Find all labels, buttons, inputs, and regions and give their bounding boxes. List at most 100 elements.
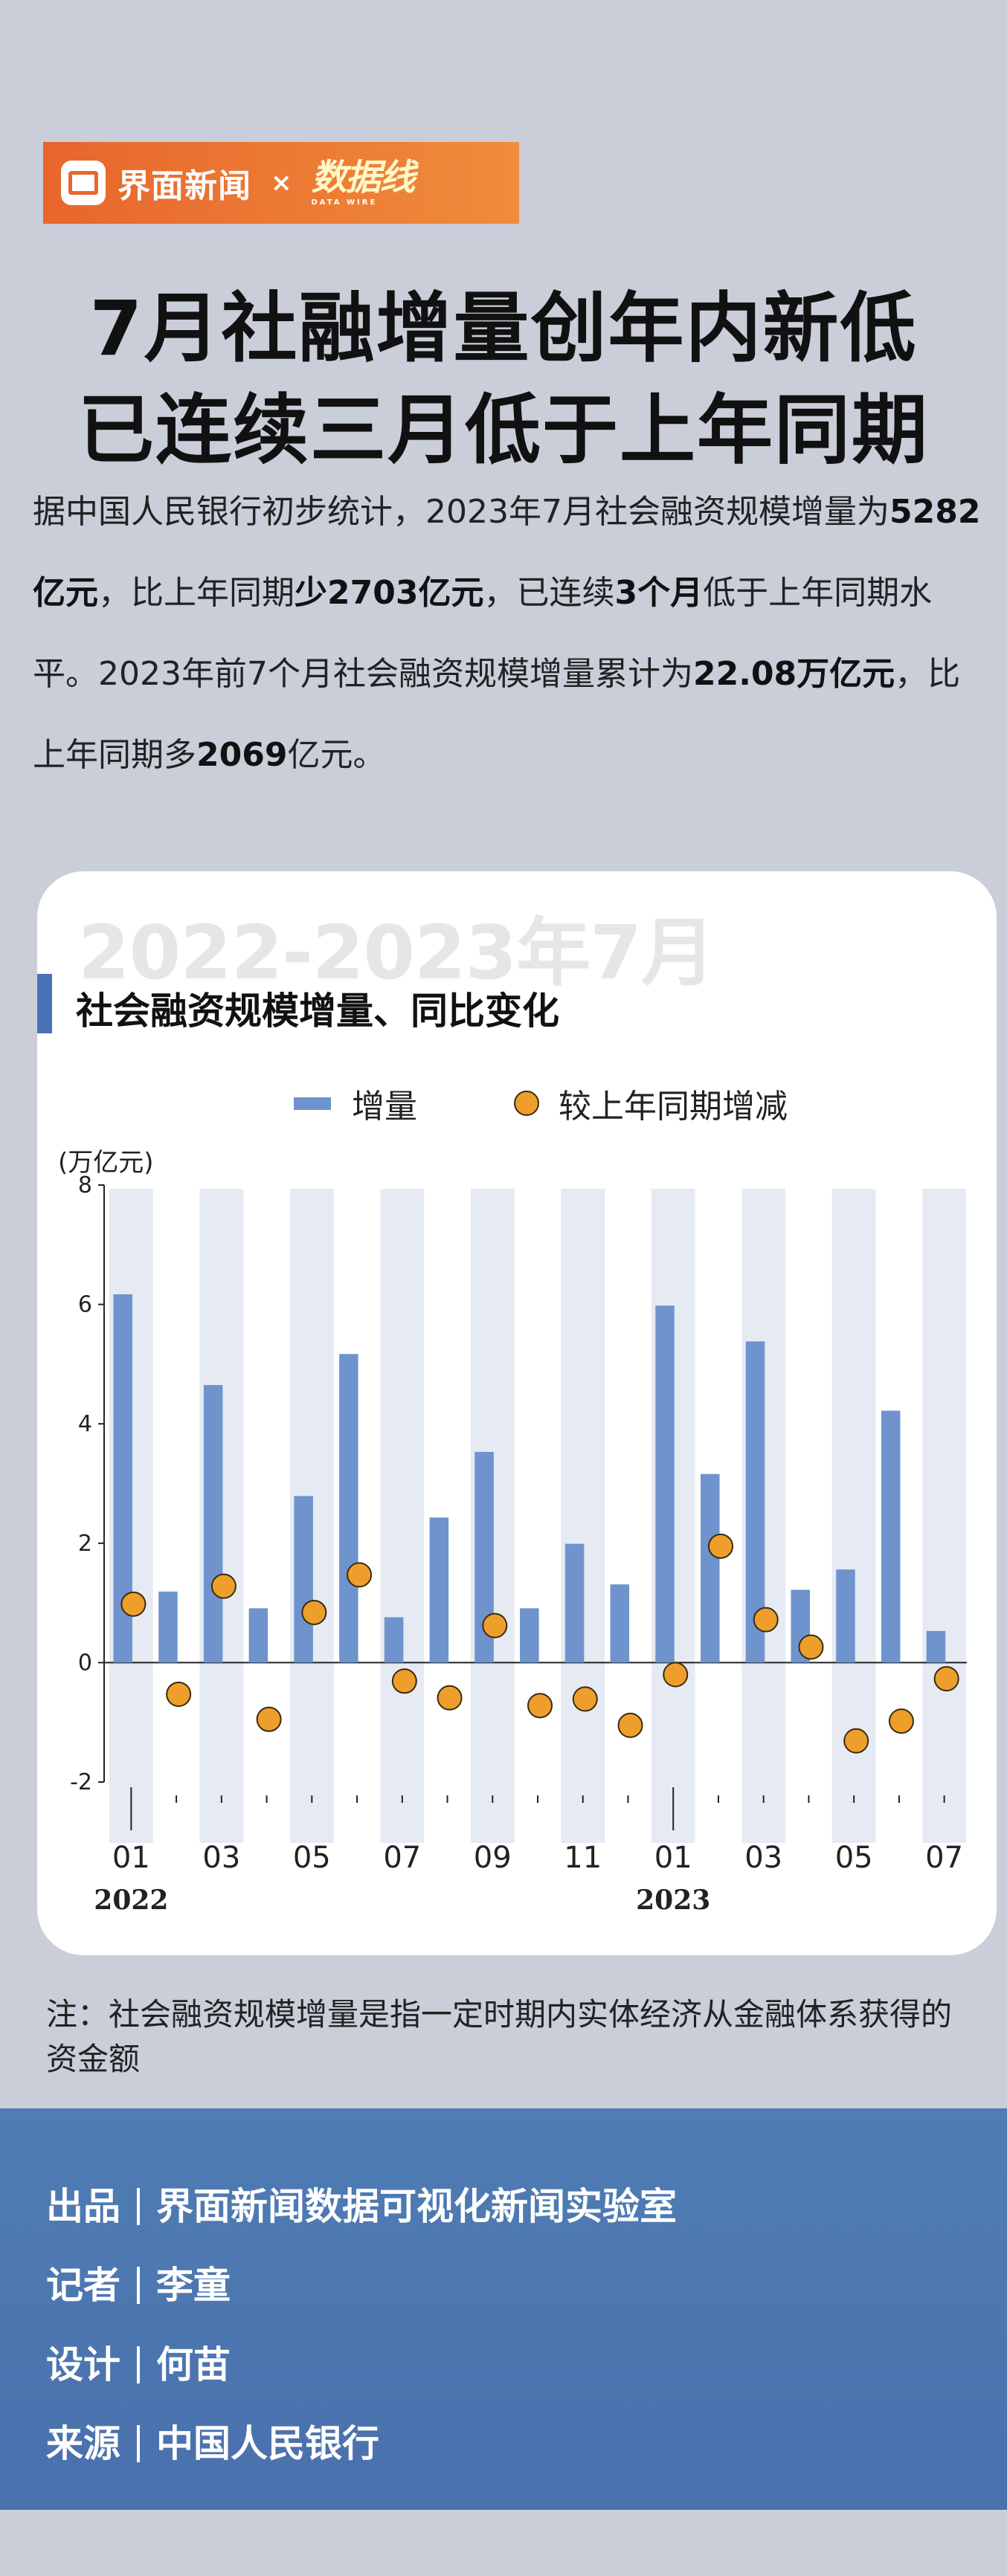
- bar-increment: [701, 1473, 720, 1663]
- brand-badge: 界面新闻 × 数据线 DATA WIRE: [43, 142, 519, 224]
- bar-increment: [836, 1569, 855, 1663]
- bar-increment: [564, 1543, 585, 1663]
- intro-text: ，比上年同期: [98, 574, 295, 612]
- credit-reporter: 记者 李童: [46, 2256, 231, 2309]
- legend-label-increment: 增量: [352, 1088, 417, 1126]
- credit-value: 中国人民银行: [156, 2422, 379, 2465]
- bar-increment: [926, 1630, 946, 1663]
- dot-yoy-change: [301, 1599, 327, 1625]
- bar-increment: [655, 1305, 675, 1663]
- x-tick-label: 05: [293, 1841, 331, 1875]
- period-watermark: 2022-2023年7月: [78, 909, 715, 996]
- credit-producer: 出品 界面新闻数据可视化新闻实验室: [46, 2177, 677, 2230]
- credit-value: 界面新闻数据可视化新闻实验室: [156, 2185, 677, 2228]
- credit-separator: [137, 2346, 140, 2383]
- headline-line-2: 已连续三月低于上年同期: [78, 387, 929, 475]
- y-tick-label: 8: [78, 1172, 92, 1198]
- column-band: [561, 1189, 605, 1843]
- legend-dot-swatch: [514, 1091, 539, 1116]
- x-tick-label: 11: [564, 1841, 602, 1875]
- chart-title: 社会融资规模增量、同比变化: [76, 990, 559, 1033]
- dot-yoy-change: [210, 1573, 237, 1599]
- credits-panel: 出品 界面新闻数据可视化新闻实验室 记者 李童 设计 何苗 来源 中国人民银行: [0, 2108, 1007, 2510]
- brand-connector: ×: [271, 168, 292, 198]
- bar-increment: [294, 1496, 313, 1663]
- x-tick-label: 09: [474, 1841, 512, 1875]
- dot-yoy-change: [753, 1607, 779, 1633]
- bar-increment: [158, 1591, 178, 1663]
- legend-label-yoy: 较上年同期增减: [559, 1088, 788, 1126]
- intro-paragraph: 据中国人民银行初步统计，2023年7月社会融资规模增量为5282亿元，比上年同期…: [33, 471, 981, 795]
- intro-highlight: 3个月: [614, 574, 704, 612]
- bar-increment: [339, 1354, 358, 1663]
- credit-designer: 设计 何苗: [46, 2335, 231, 2389]
- chart-card: 2022-2023年7月 社会融资规模增量、同比变化 增量 较上年同期增减 (万…: [37, 871, 997, 1955]
- dot-yoy-change: [888, 1708, 914, 1734]
- dot-yoy-change: [437, 1685, 463, 1711]
- y-tick-label: 6: [78, 1292, 92, 1318]
- y-tick-label: -2: [70, 1769, 92, 1795]
- footnote: 注：社会融资规模增量是指一定时期内实体经济从金融体系获得的资金额: [46, 1996, 953, 2077]
- year-label: 2022: [94, 1885, 168, 1916]
- dot-yoy-change: [798, 1634, 824, 1660]
- credit-separator: [137, 2267, 140, 2304]
- intro-highlight: 22.08万亿元: [692, 655, 895, 693]
- y-tick-label: 2: [78, 1531, 92, 1557]
- partner-logo-subtext: DATA WIRE: [311, 198, 378, 207]
- x-tick-label: 01: [112, 1841, 150, 1875]
- dot-yoy-change: [482, 1613, 508, 1639]
- credit-source: 来源 中国人民银行: [46, 2414, 379, 2467]
- x-tick-label: 03: [744, 1841, 782, 1875]
- dot-yoy-change: [347, 1562, 373, 1588]
- dot-yoy-change: [843, 1728, 869, 1754]
- bar-increment: [384, 1617, 404, 1663]
- bar-increment: [248, 1608, 268, 1663]
- y-tick-label: 4: [78, 1411, 92, 1437]
- y-axis-unit: (万亿元): [58, 1148, 154, 1178]
- legend-bar-swatch: [294, 1097, 331, 1110]
- intro-highlight: 5282亿元: [33, 493, 981, 612]
- bar-increment: [203, 1385, 223, 1663]
- headline-line-1: 7月社融增量创年内新低: [89, 285, 918, 373]
- title-accent-bar: [37, 974, 52, 1033]
- year-label: 2023: [636, 1885, 710, 1916]
- dot-yoy-change: [663, 1662, 689, 1688]
- intro-text: ，已连续: [483, 574, 615, 612]
- credit-separator: [137, 2188, 140, 2225]
- intro-text: ，比上年同期多: [33, 655, 961, 774]
- jiemian-logo-icon: [61, 161, 106, 205]
- column-band: [380, 1189, 425, 1843]
- dot-yoy-change: [572, 1686, 598, 1712]
- intro-text: 亿元。: [287, 736, 386, 774]
- partner-logo-text: 数据线: [311, 156, 416, 198]
- dot-yoy-change: [166, 1681, 192, 1707]
- dot-yoy-change: [527, 1693, 553, 1719]
- credit-label: 来源: [46, 2422, 120, 2465]
- dot-yoy-change: [391, 1668, 417, 1694]
- credit-label: 出品: [46, 2185, 120, 2228]
- credit-label: 记者: [46, 2264, 120, 2307]
- bar-increment: [610, 1584, 630, 1663]
- chart-legend: 增量 较上年同期增减: [294, 1079, 788, 1127]
- bar-chart: -2 0 2 4 6 8 01 03 05 07 09 11 01 03 05 07 2022 2023: [70, 1172, 967, 1916]
- x-tick-label: 03: [202, 1841, 240, 1875]
- intro-highlight: 少2703亿元: [295, 574, 484, 612]
- column-band: [922, 1189, 966, 1843]
- dot-yoy-change: [707, 1533, 733, 1559]
- bar-increment: [429, 1517, 449, 1663]
- x-tick-label: 07: [383, 1841, 421, 1875]
- bar-increment: [881, 1410, 901, 1663]
- x-tick-label: 01: [654, 1841, 692, 1875]
- credit-value: 李童: [156, 2264, 231, 2307]
- dot-yoy-change: [617, 1712, 643, 1738]
- intro-text: 低于上年同期水平。2023年前7个月社会融资规模增量累计为: [33, 574, 933, 693]
- credit-separator: [137, 2425, 140, 2462]
- credit-value: 何苗: [156, 2343, 231, 2386]
- intro-text: 据中国人民银行初步统计，2023年7月社会融资规模增量为: [33, 493, 889, 531]
- data-wire-logo: 数据线 DATA WIRE: [311, 146, 416, 220]
- credit-label: 设计: [46, 2343, 120, 2386]
- dot-yoy-change: [256, 1706, 282, 1732]
- brand-name: 界面新闻: [118, 167, 251, 205]
- x-tick-label: 05: [835, 1841, 873, 1875]
- intro-highlight: 2069: [196, 736, 288, 774]
